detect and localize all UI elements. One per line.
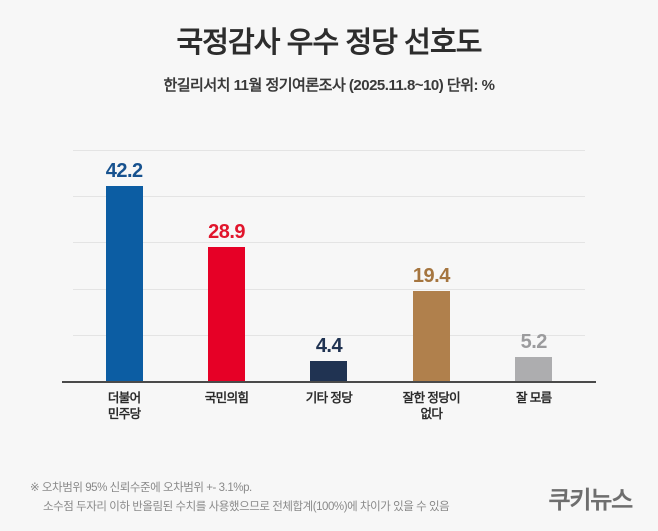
- chart-subtitle: 한길리서치 11월 정기여론조사 (2025.11.8~10) 단위: %: [163, 77, 495, 95]
- gridline: [73, 196, 585, 198]
- page-title: 국정감사 우수 정당 선호도: [176, 27, 482, 59]
- bar-group: 28.9: [175, 150, 277, 381]
- x-axis-line: [62, 381, 596, 383]
- bar-group: 4.4: [278, 150, 380, 381]
- bar-value-label: 28.9: [208, 221, 246, 244]
- gridline: [73, 150, 585, 151]
- bar[interactable]: [105, 186, 143, 381]
- x-axis-tick-label: 기타 정당: [305, 391, 353, 405]
- brand-logo: 쿠키뉴스: [548, 487, 633, 514]
- bar-series: 42.2 28.9 4.4 19.4 5.2: [73, 150, 585, 381]
- bar-value-label: 42.2: [105, 160, 143, 183]
- bar[interactable]: [515, 356, 553, 381]
- chart-footer: ※ 오차범위 95% 신뢰수준에 오차범위 +- 3.1%p. 소수점 두자리 …: [0, 479, 658, 517]
- bar-value-label: 19.4: [412, 265, 450, 288]
- bar-group: 19.4: [380, 150, 482, 381]
- x-axis-category-labels: 더불어 민주당 국민의힘 기타 정당 잘한 정당이 없다 잘 모름: [73, 390, 585, 422]
- chart-header: 국정감사 우수 정당 선호도 한길리서치 11월 정기여론조사 (2025.11…: [0, 0, 658, 95]
- x-axis-tick-label: 국민의힘: [204, 391, 249, 405]
- gridline: [73, 334, 585, 336]
- bar[interactable]: [412, 291, 450, 381]
- bar[interactable]: [310, 360, 348, 381]
- gridline: [73, 288, 585, 290]
- bar-value-label: 5.2: [520, 330, 548, 353]
- bar[interactable]: [208, 247, 246, 381]
- bar-chart-plot-area: 42.2 28.9 4.4 19.4 5.2: [62, 150, 596, 383]
- gridlines: [73, 150, 585, 382]
- bar-group: 42.2: [73, 150, 175, 381]
- x-axis-tick-label: 더불어 민주당: [107, 391, 141, 421]
- footnote-line-2: 소수점 두자리 이하 반올림된 수치를 사용했으므로 전체합계(100%)에 차…: [43, 501, 450, 514]
- x-axis-tick-label: 잘 모름: [515, 391, 552, 405]
- bar-value-label: 4.4: [315, 334, 343, 357]
- x-axis-tick-label: 잘한 정당이 없다: [402, 391, 461, 421]
- bar-group: 5.2: [483, 150, 585, 381]
- footnote-line-1: ※ 오차범위 95% 신뢰수준에 오차범위 +- 3.1%p.: [30, 482, 252, 495]
- footnotes: ※ 오차범위 95% 신뢰수준에 오차범위 +- 3.1%p. 소수점 두자리 …: [30, 479, 450, 517]
- gridline: [73, 242, 585, 244]
